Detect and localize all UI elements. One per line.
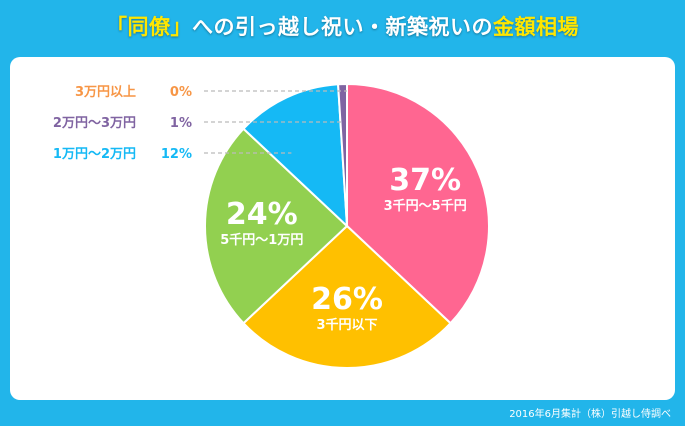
page-title: 「同僚」 への引っ越し祝い・新築祝いの 金額相場 xyxy=(0,0,685,52)
pie-slice xyxy=(242,224,452,369)
pie-slice xyxy=(346,82,490,325)
slice-percent-label: 26% xyxy=(311,282,383,317)
source-note: 2016年6月集計（株）引越し侍調べ xyxy=(509,409,671,420)
outside-category-label: 2万円～3万円 xyxy=(53,116,136,131)
title-part-1: 「同僚」 xyxy=(106,15,192,39)
title-part-2: への引っ越し祝い・新築祝いの xyxy=(192,15,493,39)
outside-percent-label: 12% xyxy=(161,147,192,162)
slice-category-label: 3千円以下 xyxy=(316,317,377,333)
pie-slice xyxy=(204,127,349,325)
outside-category-label: 1万円～2万円 xyxy=(53,147,136,162)
outside-category-label: 3万円以上 xyxy=(75,85,136,100)
slice-percent-label: 37% xyxy=(389,163,461,198)
outside-percent-label: 1% xyxy=(170,116,192,131)
slice-category-label: 3千円～5千円 xyxy=(384,198,467,214)
outside-percent-label: 0% xyxy=(170,85,192,100)
title-part-3: 金額相場 xyxy=(493,15,579,39)
slice-percent-label: 24% xyxy=(226,197,298,232)
slice-category-label: 5千円～1万円 xyxy=(220,232,303,248)
pie-slice xyxy=(242,83,349,229)
pie-slice xyxy=(337,82,348,227)
